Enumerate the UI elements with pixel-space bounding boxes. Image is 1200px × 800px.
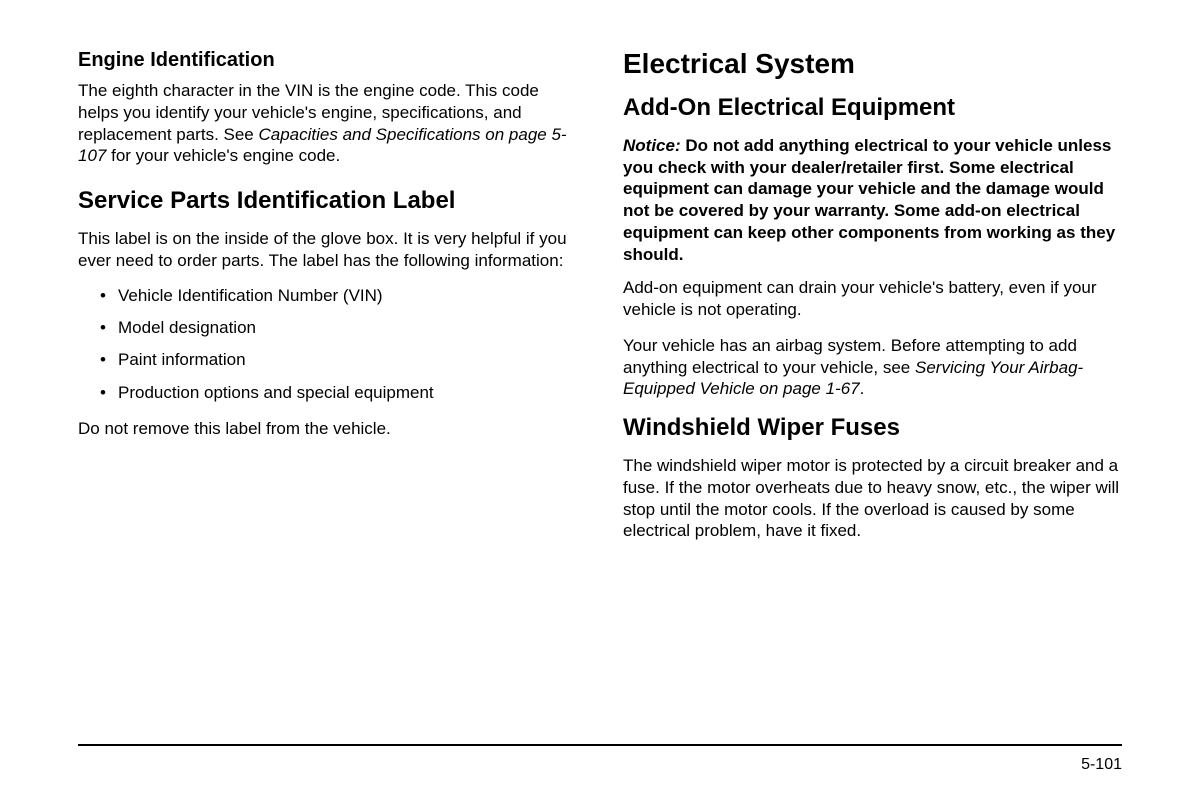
page-number: 5-101 <box>1081 756 1122 774</box>
list-item: Production options and special equipment <box>78 382 577 404</box>
text-airbag-b: . <box>860 379 865 398</box>
footer-rule <box>78 744 1122 746</box>
text-engine-id-b: for your vehicle's engine code. <box>106 146 340 165</box>
para-battery-drain: Add-on equipment can drain your vehicle'… <box>623 277 1122 321</box>
left-column: Engine Identification The eighth charact… <box>78 48 577 728</box>
heading-service-parts-label: Service Parts Identification Label <box>78 187 577 216</box>
notice-add-on: Notice: Do not add anything electrical t… <box>623 135 1122 266</box>
list-item: Paint information <box>78 349 577 371</box>
page-content: Engine Identification The eighth charact… <box>78 48 1122 728</box>
para-airbag-system: Your vehicle has an airbag system. Befor… <box>623 335 1122 400</box>
heading-add-on-equipment: Add-On Electrical Equipment <box>623 94 1122 123</box>
heading-engine-identification: Engine Identification <box>78 48 577 72</box>
right-column: Electrical System Add-On Electrical Equi… <box>623 48 1122 728</box>
notice-label: Notice: <box>623 136 681 155</box>
heading-electrical-system: Electrical System <box>623 48 1122 80</box>
para-service-parts-intro: This label is on the inside of the glove… <box>78 228 577 272</box>
list-item: Vehicle Identification Number (VIN) <box>78 285 577 307</box>
notice-text: Do not add anything electrical to your v… <box>623 136 1115 264</box>
para-engine-id: The eighth character in the VIN is the e… <box>78 80 577 167</box>
list-service-parts-info: Vehicle Identification Number (VIN) Mode… <box>78 285 577 403</box>
para-do-not-remove: Do not remove this label from the vehicl… <box>78 418 577 440</box>
heading-wiper-fuses: Windshield Wiper Fuses <box>623 414 1122 443</box>
list-item: Model designation <box>78 317 577 339</box>
para-wiper-fuses: The windshield wiper motor is protected … <box>623 455 1122 542</box>
